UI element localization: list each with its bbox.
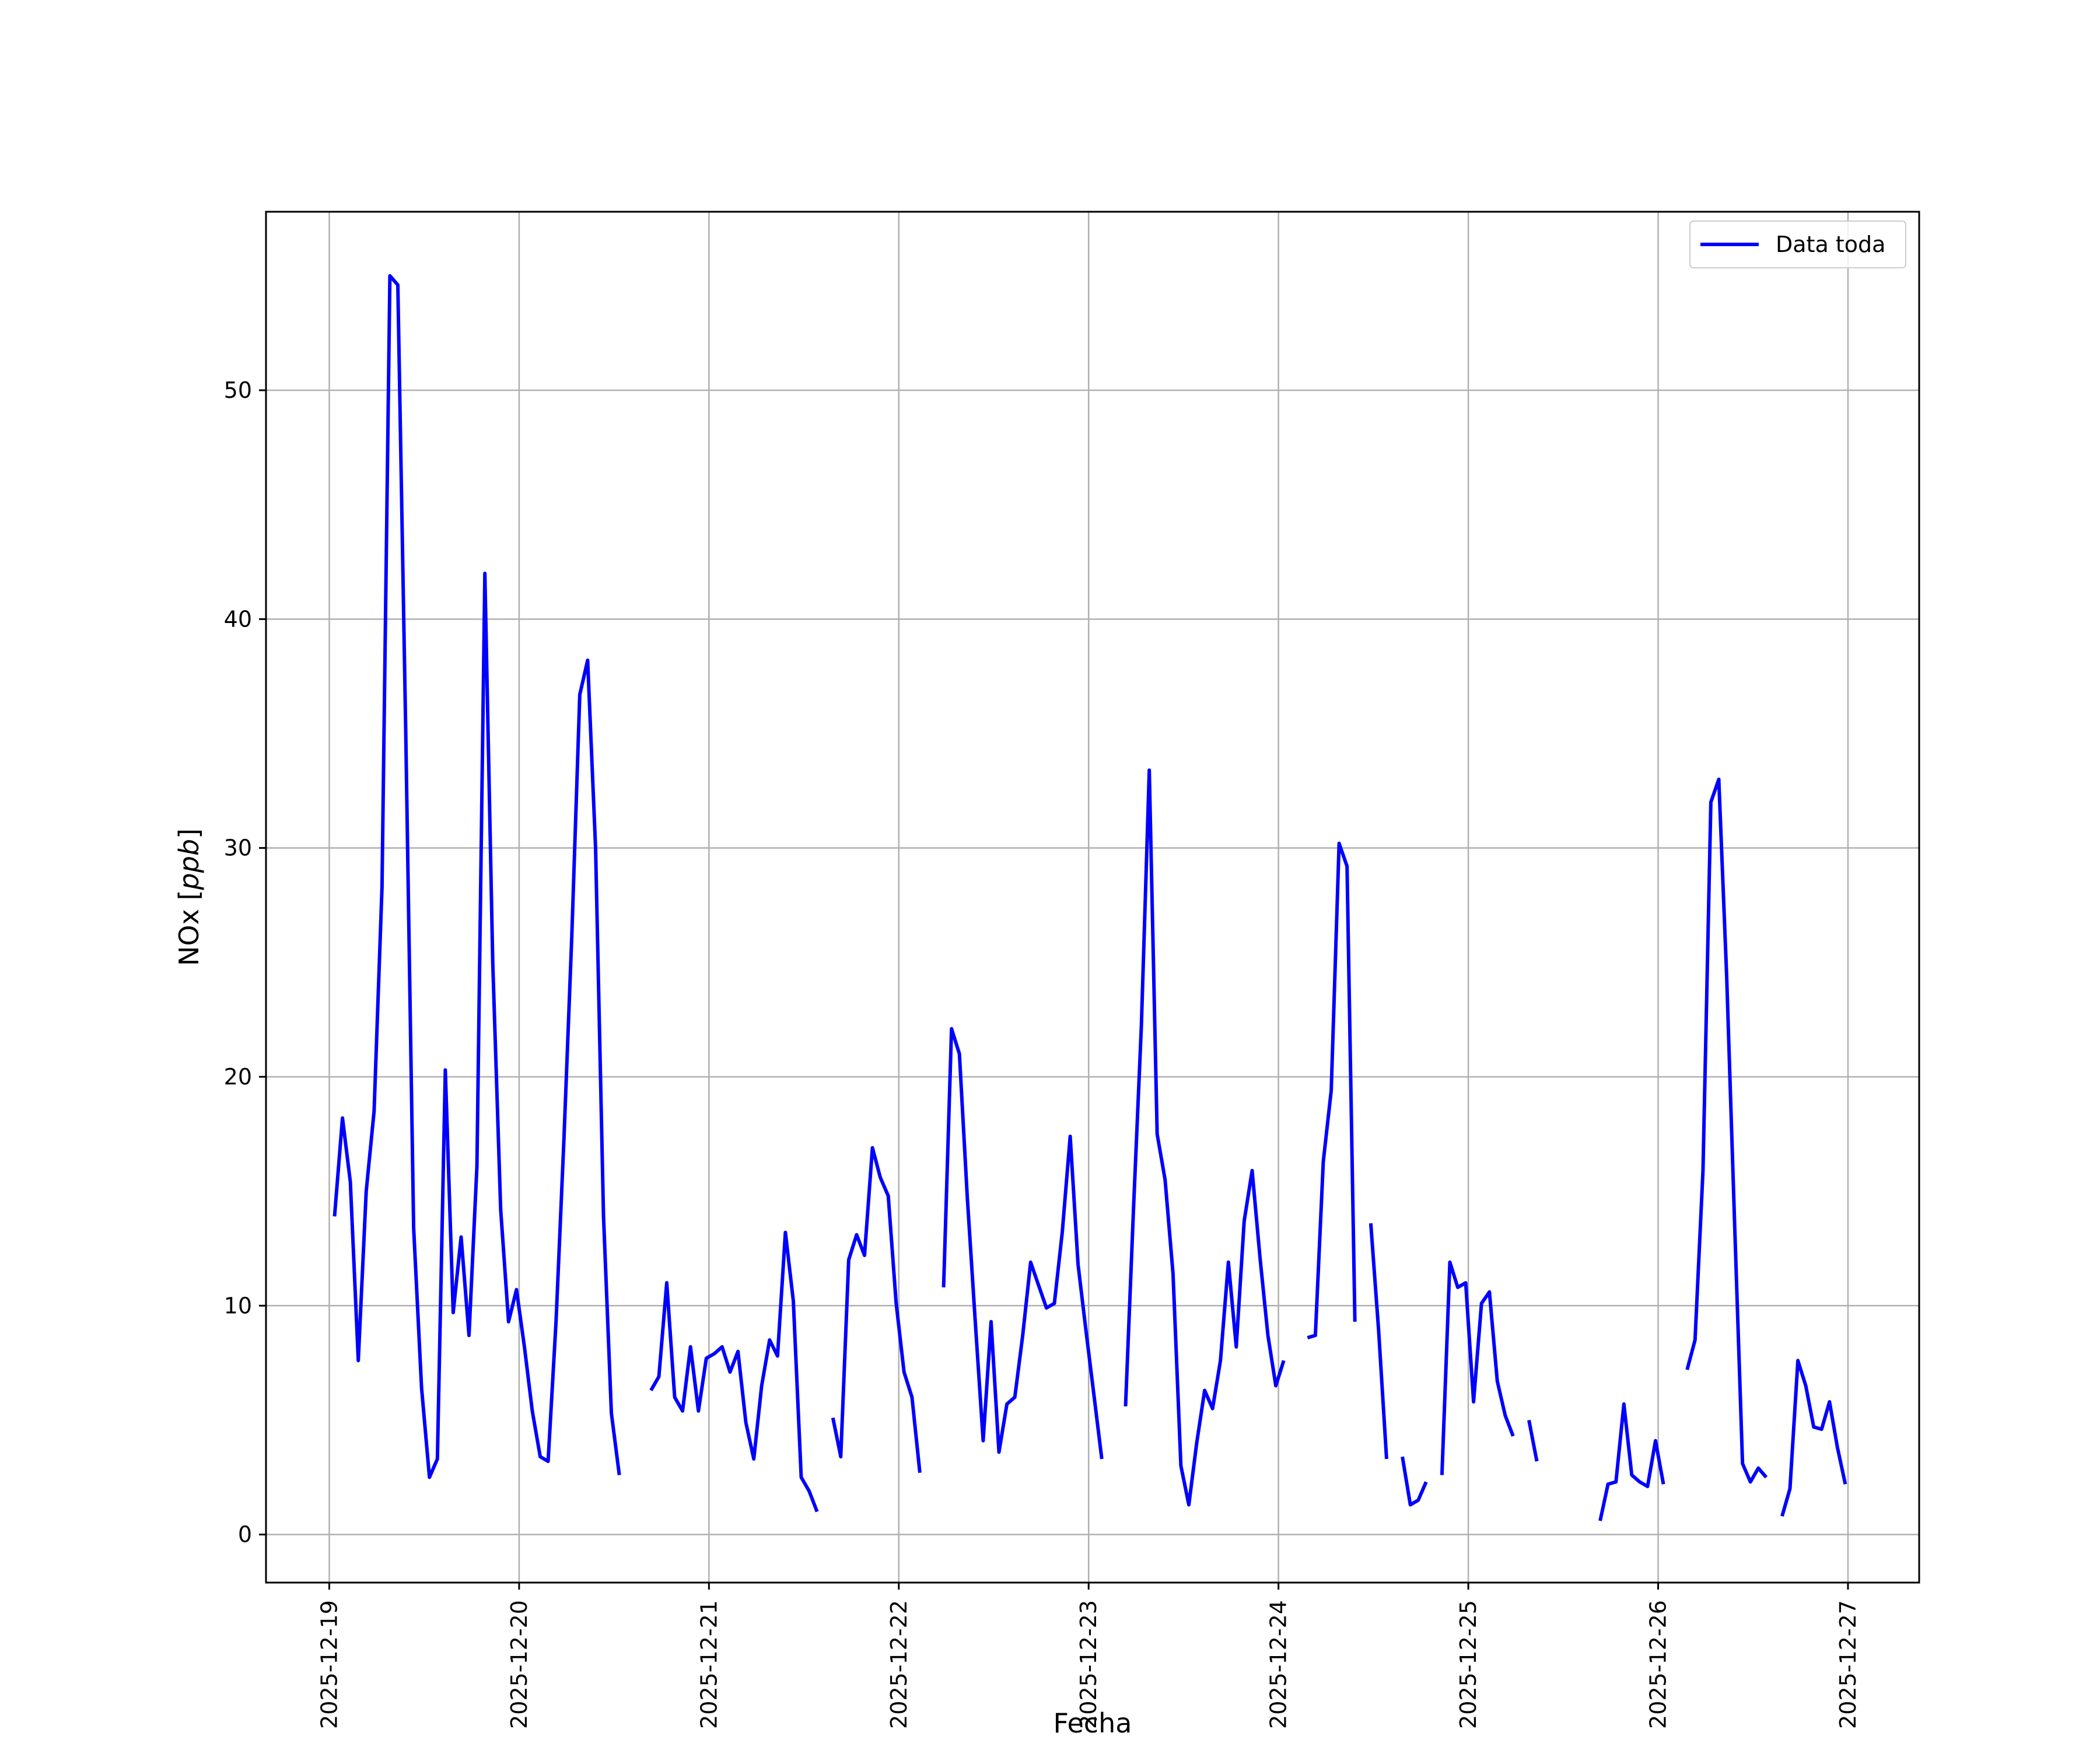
x-tick-label: 2025-12-20 <box>506 1600 532 1729</box>
x-tick-label: 2025-12-19 <box>316 1600 342 1729</box>
series-line-segment <box>649 1230 819 1513</box>
y-axis-label-main: NOx [ <box>173 890 205 966</box>
series-line-segment <box>1401 1456 1428 1507</box>
y-axis-label: NOx [ppb] <box>173 828 205 966</box>
series-line-segment <box>332 274 621 1479</box>
x-tick-label: 2025-12-23 <box>1076 1600 1101 1729</box>
series-line-segment <box>1124 768 1286 1507</box>
legend-box <box>1689 220 1906 268</box>
series-line-segment <box>1440 1260 1515 1475</box>
y-axis: 0 10 20 30 40 50 <box>224 377 266 1548</box>
y-tick-label: 10 <box>224 1293 252 1318</box>
y-tick-label: 40 <box>224 606 252 632</box>
legend: Data toda <box>1689 220 1906 268</box>
series-line-segment <box>831 1146 922 1474</box>
series-line-segment <box>1368 1223 1388 1460</box>
grid-lines <box>266 212 1919 1583</box>
x-tick-label: 2025-12-22 <box>886 1600 912 1729</box>
x-tick-label: 2025-12-21 <box>696 1600 722 1729</box>
legend-label: Data toda <box>1776 232 1885 257</box>
series-line-segment <box>1527 1419 1539 1462</box>
y-tick-label: 30 <box>224 835 252 861</box>
x-axis: 2025-12-19 2025-12-20 2025-12-21 2025-12-22… <box>316 1583 1861 1729</box>
series-layer <box>332 274 1847 1521</box>
series-line-segment <box>942 1027 1104 1460</box>
plot-frame <box>265 211 1920 1584</box>
x-tick-label: 2025-12-24 <box>1266 1600 1292 1729</box>
x-axis-label: Fecha <box>1054 1707 1132 1739</box>
x-tick-label: 2025-12-25 <box>1455 1600 1481 1729</box>
series-line-segment <box>1307 841 1357 1340</box>
y-axis-label-close: ] <box>173 828 205 839</box>
series-line-segment <box>1780 1359 1847 1517</box>
x-tick-label: 2025-12-26 <box>1646 1600 1671 1729</box>
x-tick-label: 2025-12-27 <box>1835 1600 1861 1729</box>
series-line-segment <box>1685 778 1768 1484</box>
y-axis-label-unit: ppb <box>173 839 205 891</box>
y-tick-label: 50 <box>224 377 252 403</box>
y-tick-label: 20 <box>224 1064 252 1090</box>
series-line-segment <box>1598 1402 1665 1521</box>
y-tick-label: 0 <box>238 1522 252 1548</box>
